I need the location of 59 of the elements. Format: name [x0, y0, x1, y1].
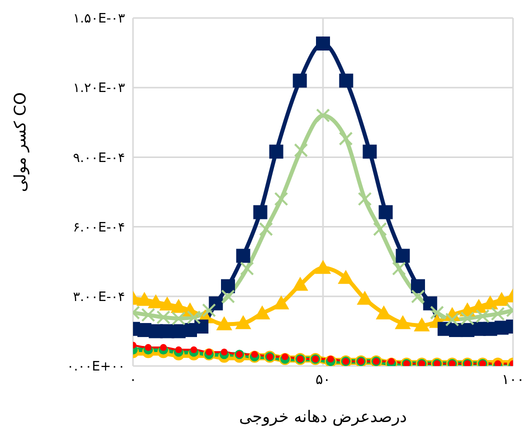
- point: [316, 36, 330, 51]
- point: [376, 305, 392, 320]
- point: [253, 205, 268, 220]
- x-tick-label: ۱۰۰: [502, 372, 524, 388]
- y-tick-label: ۰.۰۰E+۰۰: [66, 360, 125, 375]
- point: [411, 289, 425, 304]
- point: [259, 222, 273, 236]
- point: [190, 346, 198, 354]
- point: [396, 248, 410, 263]
- y-axis-title: کسر مولی CO: [10, 92, 30, 192]
- point: [358, 192, 372, 206]
- point: [273, 295, 290, 310]
- point: [170, 298, 187, 313]
- point: [194, 320, 208, 334]
- x-tick-label: ۵۰: [315, 372, 331, 388]
- x-axis-title: درصدعرض دهانه خروجی: [239, 407, 407, 426]
- y-tick-label: ۳.۰۰E-۰۴: [73, 290, 126, 306]
- point: [316, 108, 330, 122]
- y-tick-label: ۶.۰۰E-۰۴: [73, 220, 126, 236]
- point: [159, 296, 176, 311]
- point: [430, 306, 444, 320]
- point: [362, 144, 377, 159]
- point: [338, 132, 353, 146]
- point: [235, 315, 252, 330]
- point: [494, 292, 510, 306]
- point: [144, 344, 152, 351]
- point: [292, 74, 307, 88]
- point: [392, 262, 406, 276]
- x-tick-label: ۰: [129, 372, 137, 388]
- y-tick-label: ۱.۵۰E-۰۳: [73, 12, 126, 27]
- point: [216, 316, 232, 330]
- point: [423, 296, 438, 310]
- point: [221, 279, 235, 294]
- point: [482, 295, 498, 310]
- y-tick-label: ۹.۰۰E-۰۴: [73, 150, 126, 166]
- point: [414, 317, 430, 332]
- point: [202, 303, 216, 318]
- point: [160, 344, 167, 351]
- point: [378, 205, 393, 220]
- point: [373, 222, 387, 236]
- point: [292, 276, 308, 291]
- point: [315, 260, 331, 274]
- point: [394, 315, 411, 330]
- point: [269, 144, 284, 159]
- point: [240, 262, 254, 276]
- point: [148, 294, 164, 308]
- point: [236, 248, 250, 263]
- point: [175, 346, 182, 354]
- point: [411, 279, 425, 294]
- point: [254, 305, 270, 320]
- point: [136, 292, 152, 306]
- point: [356, 290, 373, 305]
- y-tick-label: ۱.۲۰E-۰۳: [73, 81, 126, 96]
- point: [274, 192, 288, 206]
- point: [221, 289, 235, 304]
- point: [338, 270, 354, 284]
- point: [294, 143, 308, 158]
- point: [339, 74, 354, 88]
- point: [220, 348, 228, 356]
